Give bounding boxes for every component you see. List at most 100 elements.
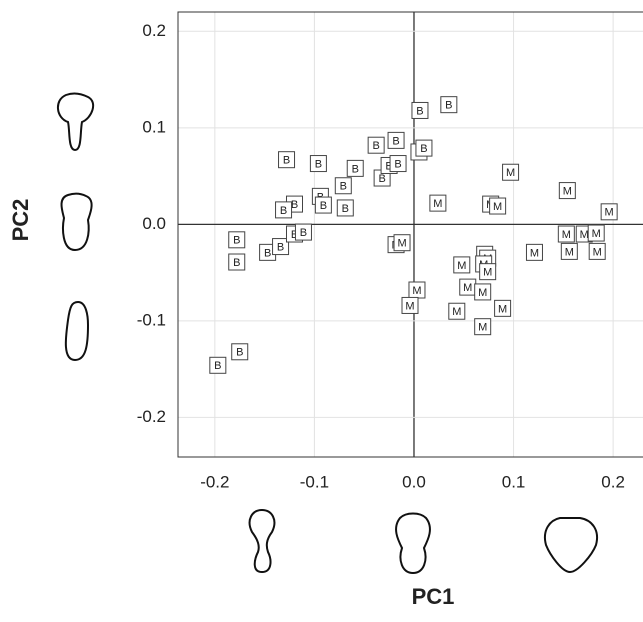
point-label: M	[498, 303, 507, 315]
point-label: B	[291, 229, 298, 241]
y-tick-label: -0.2	[137, 407, 166, 426]
point: M	[502, 163, 520, 181]
point-label: B	[385, 160, 392, 172]
point: B	[334, 177, 352, 195]
point-box	[346, 159, 364, 177]
point: M	[494, 299, 512, 317]
y-tick-label: -0.1	[137, 310, 166, 329]
x-tick-label: -0.1	[300, 472, 329, 491]
y-axis-label: PC2	[8, 199, 33, 242]
point-label: B	[300, 227, 307, 239]
point-label: M	[605, 207, 614, 219]
point-label: B	[236, 347, 243, 359]
point-label: B	[445, 100, 452, 112]
point: B	[411, 101, 429, 119]
point-box	[440, 96, 458, 114]
point-label: B	[420, 143, 427, 155]
point: M	[474, 283, 492, 301]
point-label: M	[580, 229, 589, 241]
point-label: B	[233, 257, 240, 269]
point: M	[558, 182, 576, 200]
point-box	[557, 225, 575, 243]
point-box	[587, 224, 605, 242]
y-tick-label: 0.0	[142, 214, 166, 233]
point: B	[294, 223, 312, 241]
point-box	[272, 238, 290, 256]
point-label: M	[452, 306, 461, 318]
point-label: B	[352, 163, 359, 175]
point-box	[600, 203, 618, 221]
point-label: M	[592, 228, 601, 240]
point: M	[448, 302, 466, 320]
point-box	[474, 318, 492, 336]
point-label: B	[264, 247, 271, 259]
x-tick-label: 0.1	[502, 472, 526, 491]
point-box	[453, 256, 471, 274]
point-label: B	[392, 135, 399, 147]
point-box	[479, 263, 497, 281]
point: M	[525, 243, 543, 261]
point-box	[336, 199, 354, 217]
point-box	[502, 163, 520, 181]
point-label: B	[214, 360, 221, 372]
point-box	[525, 243, 543, 261]
point: B	[440, 96, 458, 114]
point: B	[346, 159, 364, 177]
point-box	[387, 131, 405, 149]
point-label: M	[530, 247, 539, 259]
point: M	[401, 296, 419, 314]
point: B	[387, 131, 405, 149]
point-label: B	[233, 235, 240, 247]
point-box	[278, 151, 296, 169]
x-tick-label: -0.2	[200, 472, 229, 491]
point-label: M	[405, 300, 414, 312]
point-label: M	[457, 260, 466, 272]
point: B	[275, 201, 293, 219]
point-label: M	[412, 285, 421, 297]
point-label: B	[394, 158, 401, 170]
point: M	[408, 281, 426, 299]
shape-glyph	[60, 192, 93, 252]
point-box	[411, 101, 429, 119]
point-label: B	[320, 200, 327, 212]
point: M	[588, 242, 606, 260]
shape-glyphs	[57, 92, 598, 575]
point-label: M	[565, 246, 574, 258]
point: M	[560, 242, 578, 260]
x-tick-label: 0.0	[402, 472, 426, 491]
point-box	[401, 296, 419, 314]
point: M	[393, 234, 411, 252]
point-label: M	[493, 201, 502, 213]
point: M	[489, 197, 507, 215]
point: B	[314, 196, 332, 214]
point: B	[309, 155, 327, 173]
point-box	[231, 343, 249, 361]
point: M	[474, 318, 492, 336]
y-tick-label: 0.1	[142, 117, 166, 136]
point: B	[228, 253, 246, 271]
plot-frame	[177, 11, 643, 458]
point-label: M	[463, 282, 472, 294]
point: B	[389, 155, 407, 173]
point: B	[231, 343, 249, 361]
point-label: B	[280, 205, 287, 217]
point-label: M	[433, 198, 442, 210]
point: B	[278, 151, 296, 169]
point: B	[336, 199, 354, 217]
point-box	[558, 182, 576, 200]
point-label: M	[562, 229, 571, 241]
point-box	[228, 253, 246, 271]
point: B	[272, 238, 290, 256]
point-box	[474, 283, 492, 301]
point-label: M	[483, 267, 492, 279]
point: M	[453, 256, 471, 274]
point-label: B	[342, 203, 349, 215]
point-box	[209, 356, 227, 374]
point: M	[600, 203, 618, 221]
point: M	[557, 225, 575, 243]
point-box	[309, 155, 327, 173]
point: B	[415, 139, 433, 157]
point-box	[393, 234, 411, 252]
point-label: M	[593, 246, 602, 258]
